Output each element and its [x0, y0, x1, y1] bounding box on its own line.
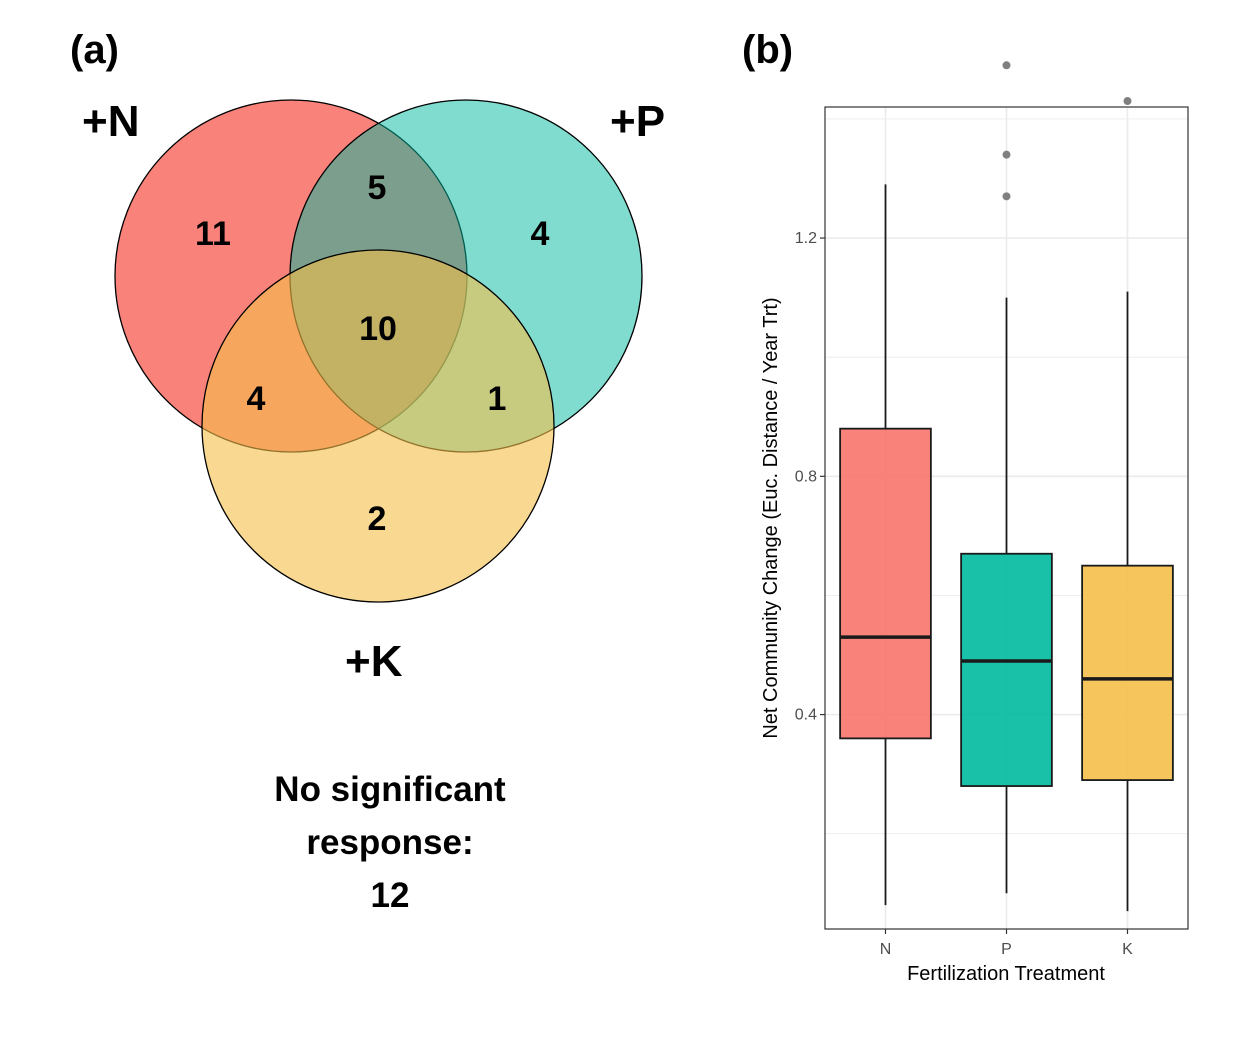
- region-count-p-only: 4: [531, 215, 550, 253]
- y-tick-label: 0.8: [795, 468, 817, 485]
- panel-b-label: (b): [742, 28, 793, 72]
- region-count-p-k: 1: [488, 380, 507, 418]
- iqr-box: [960, 552, 1053, 787]
- outlier-point: [1123, 97, 1132, 106]
- panel-a-label: (a): [70, 28, 119, 72]
- iqr-box: [1081, 564, 1174, 781]
- x-tick-label: N: [880, 941, 892, 958]
- boxes: [839, 61, 1174, 912]
- box-n: [839, 184, 932, 906]
- x-tick-label: P: [1001, 941, 1012, 958]
- venn-circle-k: [201, 249, 555, 603]
- no-significant-annotation: No significant response: 12: [274, 770, 506, 915]
- set-label-n: +N: [82, 97, 139, 146]
- box-p: [960, 61, 1053, 894]
- y-axis: 0.4 0.8 1.2: [795, 230, 825, 724]
- region-count-n-only: 11: [195, 215, 231, 253]
- x-axis-title: Fertilization Treatment: [907, 963, 1105, 985]
- y-tick-label: 0.4: [795, 707, 817, 724]
- region-count-k-only: 2: [368, 500, 387, 538]
- no-significant-line-1: No significant: [274, 770, 506, 809]
- y-tick-label: 1.2: [795, 230, 817, 247]
- venn-diagram: (a) +N +P +K 11 4 2 5 4 1 10 No signific…: [70, 28, 665, 915]
- y-axis-title: Net Community Change (Euc. Distance / Ye…: [760, 297, 782, 738]
- outlier-point: [1002, 61, 1011, 70]
- boxplot-chart: (b) 0.4 0.8 1.2 N P K Fertilization Treatmen…: [742, 28, 1189, 985]
- venn-circles: [114, 99, 643, 603]
- region-count-n-k: 4: [247, 380, 266, 418]
- x-tick-label: K: [1122, 941, 1133, 958]
- region-count-n-p-k: 10: [359, 310, 397, 348]
- box-k: [1081, 97, 1174, 912]
- no-significant-line-2: response:: [306, 823, 473, 862]
- no-significant-count: 12: [371, 876, 410, 915]
- set-label-p: +P: [610, 97, 665, 146]
- outlier-point: [1002, 150, 1011, 159]
- region-count-n-p: 5: [368, 169, 387, 207]
- outlier-point: [1002, 192, 1011, 201]
- iqr-box: [839, 427, 932, 740]
- set-label-k: +K: [345, 637, 403, 686]
